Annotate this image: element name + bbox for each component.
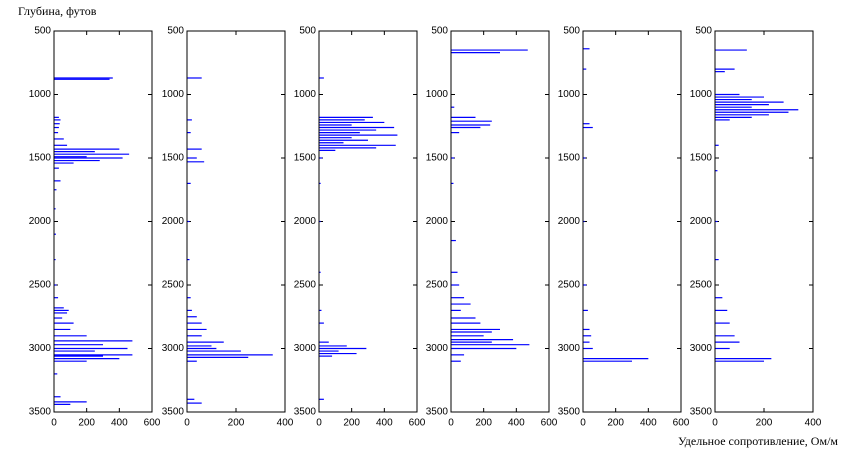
y-tick-label: 3000: [426, 343, 449, 354]
y-tick-label: 500: [299, 26, 316, 37]
y-tick-label: 2500: [690, 280, 713, 291]
y-tick-label: 1500: [162, 153, 185, 164]
y-tick-label: 500: [431, 26, 448, 37]
axes-frame: [186, 30, 286, 413]
y-tick-label: 3000: [162, 343, 185, 354]
x-tick-label: 600: [541, 418, 558, 429]
axes-frame: [450, 30, 550, 413]
y-tick-label: 3500: [558, 407, 581, 418]
x-tick-label: 400: [111, 418, 128, 429]
y-tick-label: 2500: [162, 280, 185, 291]
x-tick-label: 200: [475, 418, 492, 429]
y-tick-label: 2000: [294, 216, 317, 227]
axes-frame: [582, 30, 682, 413]
axes-frame: [714, 30, 814, 413]
x-tick-label: 400: [805, 418, 822, 429]
x-tick-label: 400: [640, 418, 657, 429]
y-tick-label: 3000: [294, 343, 317, 354]
y-tick-label: 3500: [426, 407, 449, 418]
y-tick-label: 2000: [690, 216, 713, 227]
x-tick-label: 0: [580, 418, 586, 429]
x-tick-label: 200: [78, 418, 95, 429]
y-tick-label: 2500: [426, 280, 449, 291]
x-tick-label: 0: [51, 418, 57, 429]
x-tick-label: 0: [712, 418, 718, 429]
y-tick-label: 1000: [690, 89, 713, 100]
y-tick-label: 1500: [558, 153, 581, 164]
y-tick-label: 500: [563, 26, 580, 37]
y-tick-label: 1000: [29, 89, 52, 100]
x-axis-label: Удельное сопротивление, Ом/м: [678, 434, 838, 448]
y-tick-label: 3500: [162, 407, 185, 418]
y-tick-label: 1000: [426, 89, 449, 100]
y-tick-label: 3500: [690, 407, 713, 418]
y-tick-label: 3000: [558, 343, 581, 354]
x-tick-label: 200: [343, 418, 360, 429]
y-tick-label: 3000: [29, 343, 52, 354]
y-tick-label: 500: [167, 26, 184, 37]
x-tick-label: 600: [673, 418, 690, 429]
x-tick-label: 400: [508, 418, 525, 429]
axes-frame: [53, 30, 153, 413]
x-tick-label: 600: [144, 418, 161, 429]
y-tick-label: 1000: [558, 89, 581, 100]
y-tick-label: 2500: [558, 280, 581, 291]
y-tick-label: 1500: [29, 153, 52, 164]
y-tick-label: 3000: [690, 343, 713, 354]
x-tick-label: 400: [277, 418, 294, 429]
y-tick-label: 500: [695, 26, 712, 37]
y-tick-label: 1000: [294, 89, 317, 100]
y-tick-label: 2500: [294, 280, 317, 291]
x-tick-label: 0: [316, 418, 322, 429]
y-tick-label: 500: [34, 26, 51, 37]
y-tick-label: 3500: [29, 407, 52, 418]
x-tick-label: 200: [228, 418, 245, 429]
x-tick-label: 400: [376, 418, 393, 429]
y-tick-label: 1500: [426, 153, 449, 164]
x-tick-label: 200: [607, 418, 624, 429]
y-tick-label: 3500: [294, 407, 317, 418]
y-tick-label: 2000: [162, 216, 185, 227]
y-tick-label: 1500: [294, 153, 317, 164]
x-tick-label: 0: [184, 418, 190, 429]
y-tick-label: 1000: [162, 89, 185, 100]
y-tick-label: 2000: [29, 216, 52, 227]
x-tick-label: 200: [756, 418, 773, 429]
x-tick-label: 600: [409, 418, 426, 429]
axes-frame: [318, 30, 418, 413]
y-tick-label: 2000: [426, 216, 449, 227]
y-tick-label: 2000: [558, 216, 581, 227]
x-tick-label: 0: [448, 418, 454, 429]
y-tick-label: 1500: [690, 153, 713, 164]
y-tick-label: 2500: [29, 280, 52, 291]
y-axis-label: Глубина, футов: [18, 4, 97, 18]
